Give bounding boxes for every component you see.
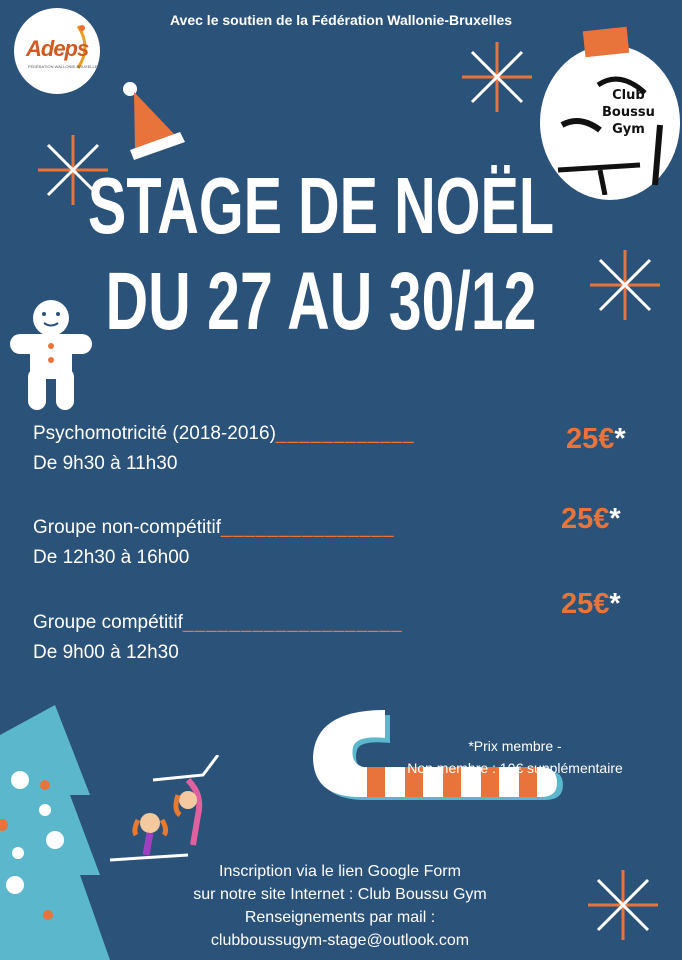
snowflake-icon — [590, 250, 660, 320]
group-item: Psychomotricité (2018-2016)____________ D… — [33, 419, 415, 479]
adeps-logo: Adeps FÉDÉRATION WALLONIE-BRUXELLES — [14, 8, 100, 94]
footer-line2: sur notre site Internet : Club Boussu Gy… — [193, 886, 487, 903]
group-name: Groupe non-compétitif — [33, 517, 221, 538]
title-line2: DU 27 AU 30/12 — [105, 256, 537, 347]
group-name: Psychomotricité (2018-2016) — [33, 423, 276, 444]
dash-leader: ____________ — [275, 423, 415, 444]
snowflake-icon — [462, 42, 532, 112]
group-price: 25€* — [561, 588, 621, 620]
price-note: *Prix membre - Non membre : 10€ supplémen… — [360, 735, 670, 779]
snowflake-icon — [588, 870, 658, 940]
adeps-logo-text: Adeps — [26, 36, 89, 61]
group-item: Groupe compétitif___________________ De 9… — [33, 608, 403, 668]
gymnasts-illustration-icon — [109, 755, 220, 862]
footer-info: Inscription via le lien Google Form sur … — [120, 860, 560, 952]
title-line1: STAGE DE NOËL — [87, 161, 555, 250]
group-name: Groupe compétitif — [33, 612, 183, 633]
santa-hat-icon — [123, 82, 185, 160]
contact-email: clubboussugym-stage@outlook.com — [210, 932, 470, 949]
group-hours: De 12h30 à 16h00 — [33, 547, 190, 568]
gingerbread-man-icon — [10, 300, 92, 410]
price-note-line1: *Prix membre - — [468, 738, 562, 754]
snowflake-icon — [38, 135, 108, 205]
dash-leader: _______________ — [221, 517, 395, 538]
group-price: 25€* — [561, 503, 621, 535]
club-logo-line3: Gym — [612, 122, 645, 137]
group-price: 25€* — [566, 423, 626, 455]
dash-leader: ___________________ — [182, 612, 403, 633]
club-ornament-logo: Club Boussu Gym — [540, 26, 680, 200]
group-hours: De 9h30 à 11h30 — [33, 453, 178, 474]
adeps-swoosh-icon — [76, 25, 87, 69]
footer-line3: Renseignements par mail : — [244, 909, 436, 926]
support-text: Avec le soutien de la Fédération Walloni… — [169, 12, 513, 28]
adeps-logo-subtitle: FÉDÉRATION WALLONIE-BRUXELLES — [28, 64, 101, 69]
group-item: Groupe non-compétitif_______________ De 1… — [33, 513, 395, 573]
club-logo-line2: Boussu — [602, 105, 655, 120]
footer-line1: Inscription via le lien Google Form — [219, 863, 461, 880]
price-note-line2: Non membre : 10€ supplémentaire — [407, 760, 623, 776]
gymnast-silhouettes-icon — [557, 76, 663, 195]
candy-cane-icon — [313, 710, 563, 800]
group-hours: De 9h00 à 12h30 — [33, 642, 179, 663]
ornament-cap — [582, 26, 630, 58]
club-logo-line1: Club — [612, 88, 645, 103]
christmas-tree-icon — [0, 705, 110, 960]
